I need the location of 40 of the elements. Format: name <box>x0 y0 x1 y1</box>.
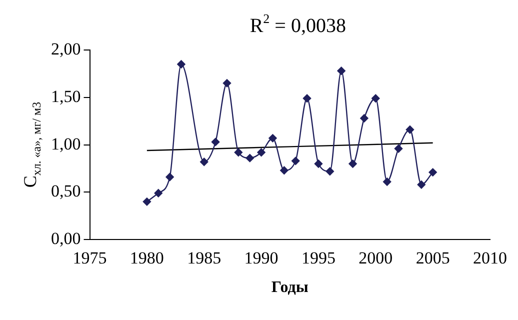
point <box>268 134 277 142</box>
x-axis-title: Годы <box>271 279 309 296</box>
point <box>302 94 312 102</box>
point <box>166 172 174 182</box>
point <box>291 156 300 166</box>
point <box>222 79 232 88</box>
x-tick-label: 1995 <box>301 248 336 268</box>
x-tick-label: 1975 <box>72 248 107 268</box>
point <box>348 160 357 168</box>
point <box>406 126 414 134</box>
x-tick-label: 1980 <box>130 248 164 268</box>
x-tick-label: 2005 <box>416 248 450 268</box>
y-tick-label: 0,00 <box>51 229 81 248</box>
y-tick-label: 1,00 <box>51 134 81 154</box>
point <box>200 158 208 166</box>
x-tick-label: 1990 <box>244 248 278 268</box>
point <box>394 144 403 153</box>
y-tick-label: 2,00 <box>51 39 81 58</box>
point <box>372 94 380 102</box>
y-tick-label: 0,50 <box>51 182 81 201</box>
y-tick-label: 1,50 <box>51 86 81 106</box>
point <box>382 178 392 186</box>
point <box>337 66 346 75</box>
point <box>246 154 254 162</box>
point <box>211 138 220 146</box>
point <box>326 167 334 176</box>
point <box>257 148 266 156</box>
point <box>314 160 323 168</box>
point <box>177 60 186 68</box>
point <box>417 180 426 189</box>
x-tick-label: 2010 <box>473 248 507 268</box>
point <box>360 114 368 122</box>
x-tick-label: 2000 <box>358 248 393 268</box>
point <box>234 148 243 156</box>
point <box>280 166 288 174</box>
y-axis-title: Cхл. «а», мг/ м3 <box>20 102 44 188</box>
x-tick-label: 1985 <box>187 248 222 268</box>
point <box>428 168 437 176</box>
point <box>154 189 162 198</box>
point <box>142 198 152 206</box>
